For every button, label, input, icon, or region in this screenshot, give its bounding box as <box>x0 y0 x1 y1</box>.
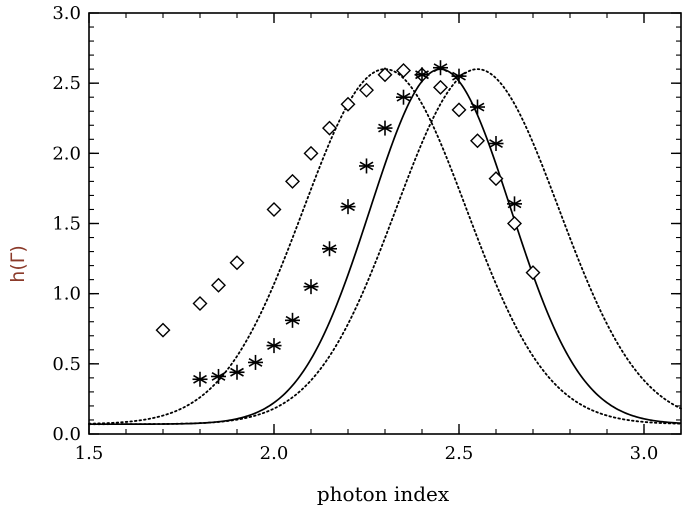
model-curve-dotted <box>88 68 682 426</box>
asterisk-point <box>229 364 245 380</box>
asterisk-point <box>322 241 337 257</box>
y-tick-label: 1.5 <box>52 214 81 235</box>
asterisk-point <box>414 67 430 83</box>
asterisk-point <box>507 196 522 212</box>
diamond-point <box>303 145 319 161</box>
diamond-point <box>359 82 374 98</box>
diamond-point <box>192 296 208 311</box>
axis-ticks: 1.5 2.0 2.5 3.0 0.0 0.5 1.0 1.5 2.0 2.5 3.0 <box>52 3 682 464</box>
diamond-point <box>211 277 226 293</box>
x-axis-label: photon index <box>317 482 450 506</box>
y-tick-label: 0.0 <box>52 424 81 445</box>
asterisk-point <box>451 68 467 84</box>
x-tick-label: 2.0 <box>260 443 289 464</box>
y-tick-label: 3.0 <box>52 3 81 24</box>
asterisk-point <box>285 312 300 328</box>
asterisk-point <box>396 89 411 105</box>
diamond-point <box>155 322 171 338</box>
diamond-point <box>322 120 337 136</box>
diamond-point <box>451 102 467 118</box>
diamond-point <box>396 63 411 79</box>
asterisk-point <box>248 354 263 370</box>
diamond-point <box>525 265 541 281</box>
y-tick-label: 0.5 <box>52 354 81 375</box>
diamond-point <box>229 255 245 271</box>
asterisk-point <box>433 60 448 76</box>
asterisk-point <box>211 368 226 384</box>
diamond-point <box>266 201 282 217</box>
diamond-point <box>340 96 356 112</box>
data-points <box>155 60 541 387</box>
diamond-point <box>470 133 485 149</box>
diamond-point <box>285 173 300 189</box>
diamond-point <box>433 79 448 95</box>
diamond-point <box>377 67 393 83</box>
y-tick-label: 2.5 <box>52 73 81 94</box>
asterisk-point <box>377 120 393 136</box>
asterisk-point <box>192 371 208 387</box>
y-tick-label: 1.0 <box>52 284 81 305</box>
y-tick-label: 2.0 <box>52 143 81 164</box>
x-tick-label: 1.5 <box>75 443 104 464</box>
asterisk-point <box>359 158 374 174</box>
asterisk-point <box>470 99 485 115</box>
asterisk-point <box>266 338 282 354</box>
diamond-point <box>507 216 522 231</box>
diamond-point <box>488 171 504 187</box>
asterisk-point <box>340 199 356 215</box>
x-tick-label: 2.5 <box>445 443 474 464</box>
asterisk-point <box>303 279 319 295</box>
y-axis-label: h(Γ) <box>7 245 29 282</box>
asterisk-point <box>488 136 504 152</box>
x-tick-label: 3.0 <box>630 443 659 464</box>
